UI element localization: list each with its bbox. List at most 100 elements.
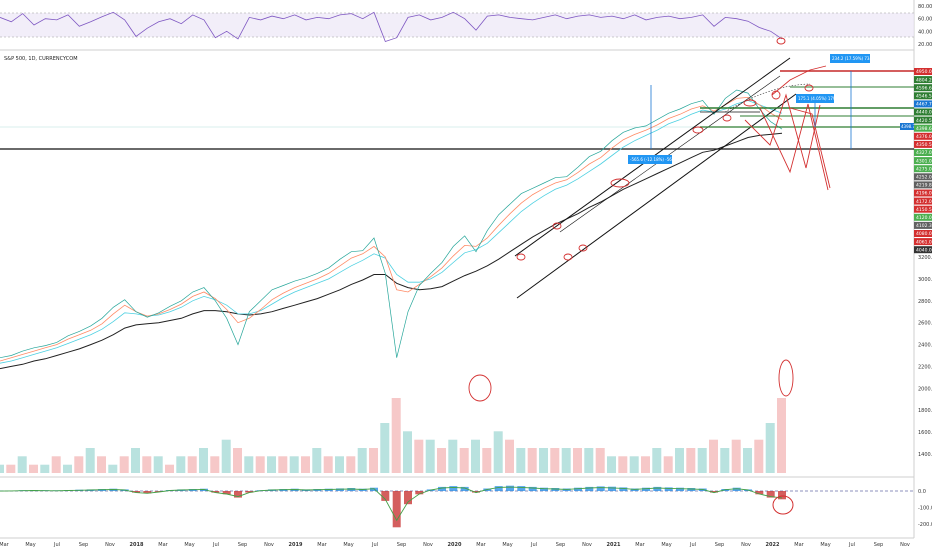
volume-bar (153, 456, 163, 473)
time-tick-label: Nov (900, 542, 910, 548)
annotation-box-right (900, 123, 914, 130)
price-tick-label: 3000.0 (918, 277, 932, 283)
macd-line (0, 486, 783, 522)
price-label-text: 4150.5 (916, 207, 932, 213)
macd-bar (347, 488, 356, 491)
time-tick-label: May (343, 542, 353, 548)
macd-bar (392, 491, 401, 528)
chart-title: S&P 500, 1D, CURRENCYCOM (4, 56, 78, 62)
price-line (0, 89, 783, 359)
volume-bar (119, 456, 129, 473)
volume-bar (629, 456, 639, 473)
volume-bar (221, 439, 231, 473)
price-label-text: 4102.3 (916, 223, 932, 229)
macd-bar (710, 491, 718, 493)
volume-bar (267, 456, 276, 473)
volume-bar (709, 439, 718, 473)
volume-bar (391, 398, 401, 473)
price-tick-label: 2200.0 (918, 364, 932, 370)
time-tick-label: 2022 (766, 542, 780, 548)
volume-bar (425, 439, 435, 473)
macd-bar (245, 491, 254, 493)
volume-bar (505, 439, 514, 473)
macd-pane: 0.0 -100.0 -200.0 (0, 485, 932, 528)
ma-50-line (0, 96, 783, 362)
volume-bar (233, 448, 242, 473)
price-label-text: 4275.0 (916, 166, 932, 172)
macd-bar (585, 486, 594, 491)
volume-bar (63, 464, 72, 473)
volume-bar (448, 439, 458, 473)
volume-bar (437, 448, 446, 473)
time-tick-label: Jul (371, 542, 378, 548)
volume-bar (380, 423, 390, 473)
price-label-text: 4440.0 (916, 110, 932, 116)
price-label-text: 4546.5 (916, 94, 932, 100)
macd-bar (574, 487, 582, 491)
time-tick-label: Nov (423, 542, 433, 548)
price-label-box (914, 165, 932, 173)
volume-bar (108, 464, 118, 473)
price-tick-label: 1800.0 (918, 408, 932, 414)
price-label-text: 4376.0 (916, 134, 932, 140)
volume-bar (85, 448, 95, 473)
svg-text:4398.7: 4398.7 (901, 124, 915, 129)
price-label-text: 4398.6 (916, 126, 932, 132)
rsi-pane: 80.00 60.00 40.00 20.00 (0, 4, 932, 48)
price-label-text: 4596.6 (916, 85, 932, 91)
volume-bar (97, 456, 106, 473)
volume-bar (289, 456, 299, 473)
volume-bar (278, 456, 288, 473)
price-label-box (914, 238, 932, 246)
time-tick-label: Jul (53, 542, 60, 548)
volume-bar (0, 464, 4, 473)
time-tick-label: Sep (874, 542, 883, 548)
price-label-text: 4327.0 (916, 150, 932, 156)
price-label-box (914, 149, 932, 156)
price-label-box (914, 84, 932, 92)
price-label-box (914, 213, 932, 221)
price-label-text: 4080.0 (916, 231, 932, 237)
annotation-box-top (830, 54, 870, 63)
time-tick-label: Nov (105, 542, 115, 548)
price-label-text: 4061.0 (916, 239, 932, 245)
macd-bar (370, 487, 378, 491)
price-label-box (914, 124, 932, 132)
time-tick-label: Sep (79, 542, 88, 548)
macd-bar (438, 486, 446, 491)
macd-tick-label: -200.0 (918, 522, 932, 528)
macd-bar (766, 491, 775, 498)
dotted-arc (724, 83, 811, 113)
volume-bar (754, 439, 764, 473)
volume-bar (561, 448, 571, 473)
volume-bar (131, 448, 140, 473)
volume-bar (777, 398, 786, 473)
time-tick-label: Mar (0, 542, 10, 548)
price-label-box (914, 116, 932, 124)
price-label-box (914, 221, 932, 229)
channel-lower (516, 93, 797, 299)
volume-bar (244, 456, 254, 473)
ma-100-line (0, 100, 783, 364)
volume-bar (40, 464, 50, 473)
time-tick-label: Mar (158, 542, 168, 548)
price-label-box (914, 189, 932, 197)
volume-bar (493, 431, 503, 473)
svg-text:-565.6 (-12.18%) -565.6: -565.6 (-12.18%) -565.6 (630, 157, 679, 162)
volume-bar (731, 439, 741, 473)
channel-mid (559, 75, 781, 233)
time-tick-label: Sep (556, 542, 565, 548)
price-tick-label: 2800.0 (918, 299, 932, 305)
price-label-text: 4040.0 (916, 247, 932, 253)
price-label-box (914, 132, 932, 140)
time-tick-label: 2021 (607, 542, 621, 548)
macd-bar (540, 487, 548, 491)
price-label-text: 4301.0 (916, 158, 932, 164)
rsi-tick-label: 20.00 (918, 42, 932, 48)
price-label-text: 4252.0 (916, 175, 932, 181)
price-label-text: 4804.2 (916, 77, 932, 83)
price-label-box (914, 68, 932, 75)
price-label-box (914, 140, 932, 148)
volume-bar (697, 448, 707, 473)
